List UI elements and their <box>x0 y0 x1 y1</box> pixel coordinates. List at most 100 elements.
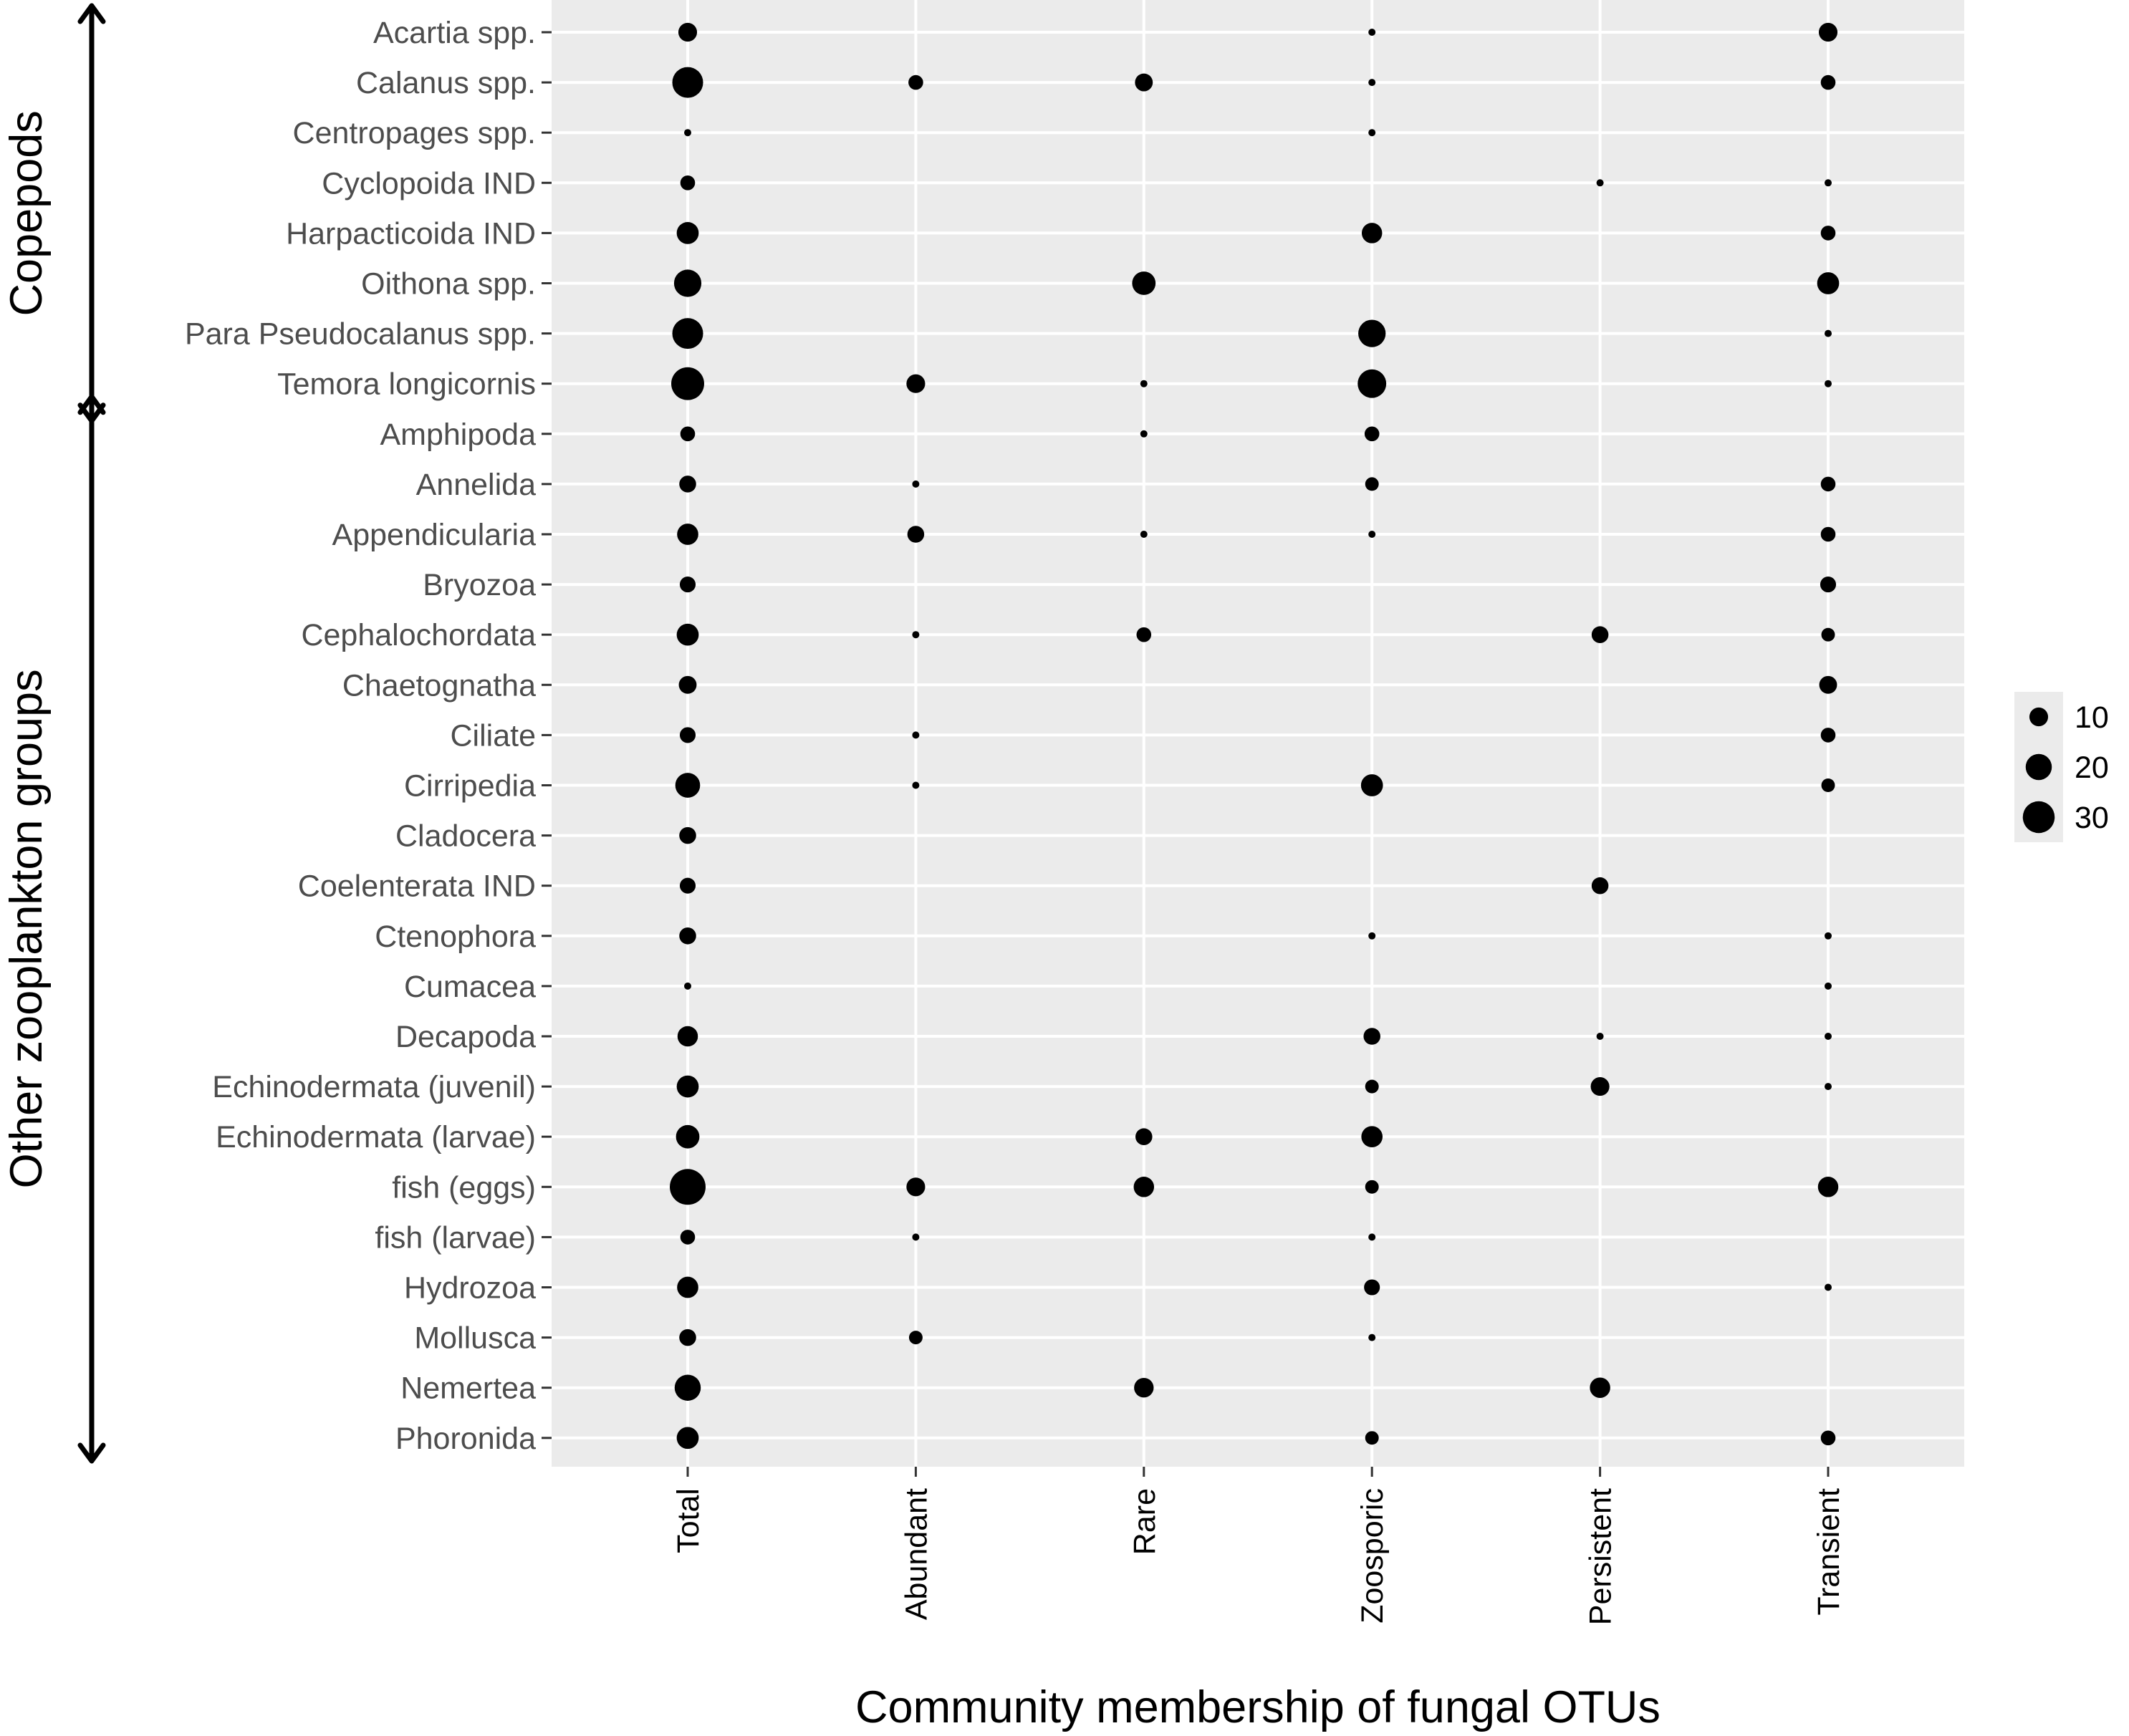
y-tick-label: Calanus spp. <box>356 66 536 100</box>
data-point <box>1825 1283 1832 1291</box>
y-tick-label: Cirripedia <box>404 769 536 804</box>
data-point <box>1820 476 1836 492</box>
data-point <box>679 826 696 844</box>
x-tick-label: Persistent <box>1584 1488 1618 1625</box>
data-point <box>1596 179 1604 187</box>
data-point <box>672 67 703 98</box>
size-legend: 10 20 30 <box>2014 692 2109 842</box>
data-point <box>1140 531 1148 538</box>
group-arrowhead-top <box>77 3 106 24</box>
taxon-group-brackets: Copepods Other zooplankton groups <box>1 3 106 1464</box>
data-point <box>1135 1128 1153 1145</box>
data-point <box>1360 774 1383 796</box>
data-point <box>671 367 704 400</box>
y-tick-label: fish (larvae) <box>375 1220 536 1255</box>
data-point <box>1819 675 1837 694</box>
legend-label: 20 <box>2075 751 2109 785</box>
data-point <box>1135 73 1153 92</box>
data-point <box>1364 1279 1380 1296</box>
y-tick-label: Ciliate <box>451 718 537 753</box>
data-point <box>679 577 696 593</box>
data-point <box>912 781 920 789</box>
data-point <box>670 1169 706 1205</box>
data-point <box>912 480 920 488</box>
legend-label: 30 <box>2075 801 2109 835</box>
data-point <box>1132 271 1156 295</box>
y-tick-label: Cumacea <box>404 970 536 1004</box>
data-point <box>1820 226 1836 241</box>
data-point <box>1820 74 1836 90</box>
data-point <box>1364 426 1380 442</box>
data-point <box>1825 329 1832 337</box>
data-point <box>680 1230 696 1245</box>
y-tick-label: Echinodermata (larvae) <box>216 1120 536 1154</box>
group-arrowhead-bottom <box>77 1442 106 1464</box>
data-point <box>1365 477 1379 491</box>
data-point <box>1821 778 1835 792</box>
data-point <box>1136 627 1152 642</box>
data-point <box>679 476 696 493</box>
data-point <box>908 1331 923 1345</box>
data-point <box>1358 319 1386 347</box>
data-point <box>1368 1233 1376 1241</box>
data-point <box>679 877 696 894</box>
data-point <box>680 426 696 442</box>
data-point <box>1591 626 1609 643</box>
data-point <box>1365 1079 1379 1094</box>
data-point <box>677 1276 698 1298</box>
data-point <box>1820 728 1836 743</box>
axis-ticks <box>542 31 1830 1477</box>
data-point <box>1820 577 1837 593</box>
x-tick-label: Total <box>671 1488 706 1553</box>
data-point <box>676 1075 699 1098</box>
y-tick-label: Chaetognatha <box>342 668 536 703</box>
data-point <box>1818 22 1838 42</box>
x-tick-label: Zoosporic <box>1355 1488 1390 1624</box>
data-point <box>1357 369 1387 398</box>
plot-panel <box>552 0 1964 1467</box>
y-tick-label: fish (eggs) <box>392 1170 536 1205</box>
data-point <box>679 1328 696 1346</box>
data-point <box>1596 1033 1604 1040</box>
data-point <box>1368 129 1376 137</box>
grid-lines <box>552 0 1964 1467</box>
x-tick-label: Rare <box>1128 1488 1162 1555</box>
y-tick-label: Echinodermata (juvenil) <box>212 1070 536 1104</box>
y-tick-label: Cyclopoida IND <box>322 166 536 201</box>
data-point <box>676 1427 699 1450</box>
data-point <box>675 773 701 798</box>
data-point <box>672 318 703 349</box>
y-tick-label: Nemertea <box>400 1371 536 1406</box>
data-point <box>1368 932 1376 940</box>
y-tick-label: Hydrozoa <box>404 1271 536 1306</box>
data-point <box>906 1177 926 1197</box>
data-point <box>673 269 702 297</box>
data-point <box>1590 1377 1610 1398</box>
data-point <box>1365 1180 1379 1194</box>
data-point <box>1361 223 1383 243</box>
data-point <box>1368 29 1376 36</box>
data-point <box>1820 526 1836 542</box>
data-point <box>1817 1177 1839 1197</box>
data-point <box>1365 1431 1379 1445</box>
y-tick-label: Mollusca <box>414 1321 536 1356</box>
data-point <box>1368 531 1376 538</box>
y-tick-label: Bryozoa <box>423 568 536 602</box>
data-point <box>1825 380 1832 387</box>
group-arrowhead-top <box>77 394 106 415</box>
data-point <box>1825 1033 1832 1040</box>
data-point <box>1134 1378 1154 1398</box>
y-tick-label: Phoronida <box>395 1422 536 1456</box>
data-point <box>1140 380 1148 387</box>
x-axis-tick-labels: Total Abundant Rare Zoosporic Persistent Tran… <box>671 1488 1846 1625</box>
data-point <box>684 129 691 137</box>
y-tick-label: Appendicularia <box>332 518 537 552</box>
data-points <box>670 22 1840 1450</box>
data-point <box>1825 982 1832 990</box>
y-tick-label: Harpacticoida IND <box>286 216 536 251</box>
y-tick-label: Cephalochordata <box>301 618 536 652</box>
data-point <box>1825 179 1832 187</box>
data-point <box>912 731 920 739</box>
group-label: Copepods <box>1 110 52 316</box>
